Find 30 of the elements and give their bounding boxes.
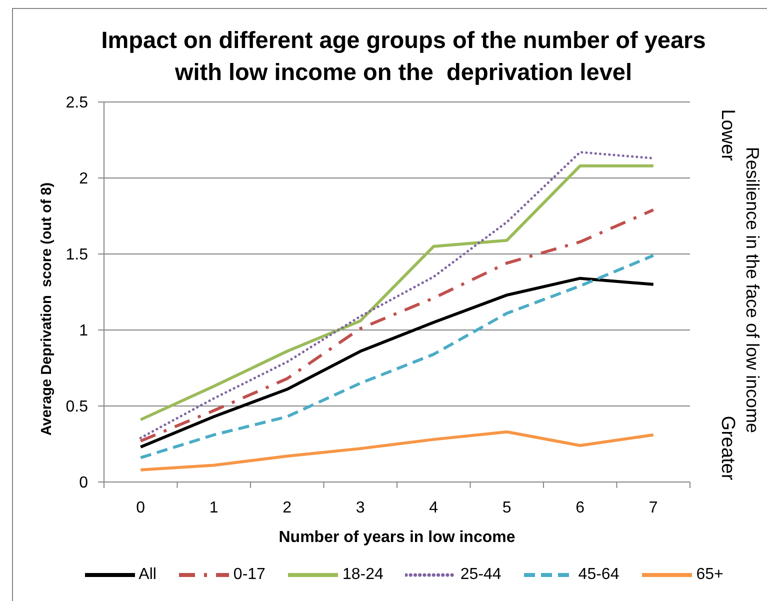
y-tick-label: 1.5 — [66, 246, 88, 264]
legend-label: 18-24 — [342, 566, 384, 584]
line-series — [139, 276, 655, 449]
x-axis-title: Number of years in low income — [278, 529, 516, 546]
line-series — [139, 208, 655, 442]
y-tick-label: 0 — [79, 474, 88, 492]
y2-axis-title: Resilience in the face of low income — [742, 146, 762, 434]
chart-title: Impact on different age groups of the number of years with low income on the deprivation level — [101, 27, 706, 85]
x-tick-label: 0 — [136, 499, 146, 516]
text: Lower — [717, 109, 738, 161]
x-tick-label: 1 — [209, 499, 218, 516]
x-tick-label: 4 — [429, 499, 438, 516]
x-tick-label: 3 — [356, 499, 365, 516]
x-tick-label: 6 — [576, 499, 585, 516]
line-series — [139, 254, 655, 460]
y-tick-label: 2.5 — [66, 94, 88, 112]
legend-label: 0-17 — [233, 566, 266, 584]
x-tick-label: 7 — [648, 499, 658, 516]
legend-label: 65+ — [696, 566, 724, 584]
x-tick-label: 2 — [282, 499, 292, 516]
y-tick-label: 0.5 — [66, 398, 88, 416]
x-tick-label: 5 — [502, 499, 512, 516]
y-tick-label: 1 — [79, 322, 88, 340]
legend-label: 25-44 — [460, 566, 502, 584]
y-axis-title: Average Deprivation score (out of 8) — [39, 182, 55, 436]
legend-label: All — [138, 566, 156, 584]
line-series — [139, 430, 655, 472]
text: Greater — [717, 416, 738, 480]
y-tick-label: 2 — [79, 170, 88, 188]
legend-label: 45-64 — [578, 566, 620, 584]
